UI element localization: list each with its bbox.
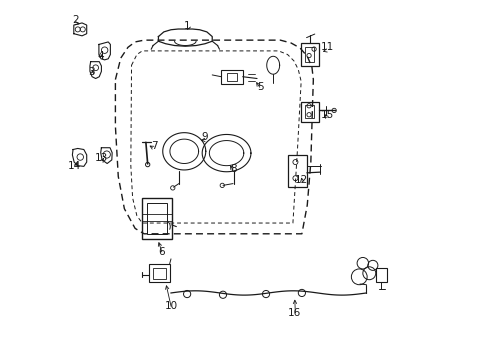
- Bar: [221, 70, 242, 84]
- Bar: [305, 105, 314, 118]
- Text: 10: 10: [164, 301, 177, 311]
- Bar: [305, 47, 314, 62]
- Text: 9: 9: [202, 132, 208, 142]
- Bar: [301, 102, 319, 122]
- Bar: [146, 203, 166, 234]
- Text: 13: 13: [94, 153, 107, 163]
- Text: 1: 1: [183, 21, 190, 31]
- Bar: [153, 268, 165, 279]
- Bar: [148, 264, 169, 282]
- Text: 2: 2: [72, 15, 79, 26]
- Bar: [287, 155, 306, 187]
- Text: 7: 7: [150, 141, 157, 151]
- Text: 11: 11: [320, 42, 333, 52]
- Text: 12: 12: [295, 175, 308, 185]
- Bar: [376, 268, 386, 282]
- Text: 5: 5: [257, 82, 264, 92]
- Bar: [301, 43, 319, 66]
- Bar: [226, 73, 237, 81]
- Text: 4: 4: [97, 51, 103, 61]
- Text: 6: 6: [159, 247, 165, 257]
- Text: 14: 14: [67, 161, 81, 171]
- Bar: [142, 198, 171, 239]
- Text: 3: 3: [87, 67, 94, 77]
- Text: 8: 8: [230, 164, 237, 174]
- Text: 16: 16: [287, 308, 301, 318]
- Text: 15: 15: [320, 111, 333, 121]
